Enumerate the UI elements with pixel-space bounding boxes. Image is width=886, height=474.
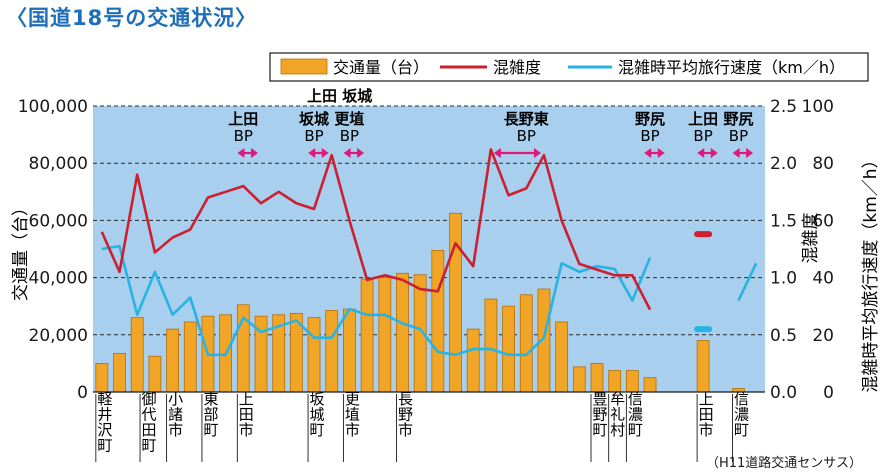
category-label: 小諸市 <box>168 390 183 439</box>
right-tick-label: 40 <box>812 269 834 289</box>
traffic-bar <box>590 362 604 393</box>
traffic-bar <box>519 294 533 393</box>
left-axis-title: 交通量（台） <box>11 199 31 301</box>
category-label: 上田市 <box>699 390 714 439</box>
legend-label-speed: 混雑時平均旅行速度（km／h） <box>618 58 845 77</box>
traffic-bar <box>343 308 356 393</box>
bp-label: 更埴 <box>334 110 364 128</box>
traffic-bar <box>95 362 109 393</box>
category-label: 更埴市 <box>345 390 360 439</box>
left-tick-label: 60,000 <box>29 211 88 231</box>
top-note: 上田 坂城 <box>307 87 372 105</box>
mid-tick-label: 1.0 <box>770 269 797 289</box>
traffic-bar <box>360 278 374 393</box>
left-tick-label: 20,000 <box>29 326 88 346</box>
bp-arrow-head <box>321 148 329 158</box>
bp-arrow-head <box>357 148 365 158</box>
bp-arrow-head <box>644 148 652 158</box>
bp-arrow-head <box>493 148 501 158</box>
mid-tick-label: 2.0 <box>770 154 797 174</box>
bp-label: 野尻 <box>723 110 753 128</box>
bp-arrow-head <box>746 148 754 158</box>
page-title: 〈国道18号の交通状況〉 <box>6 6 258 30</box>
bp-arrow-head <box>533 148 541 158</box>
bp-label-sub: BP <box>517 127 536 145</box>
category-label: 御代田町 <box>142 390 157 455</box>
bp-label: 坂城 <box>299 110 329 128</box>
left-tick-label: 40,000 <box>29 269 88 289</box>
bp-label-sub: BP <box>640 127 659 145</box>
category-label: 上田市 <box>239 390 254 439</box>
category-label: 牟礼村 <box>610 390 625 439</box>
bp-label: 上田 <box>688 110 718 128</box>
bp-label-sub: BP <box>340 127 359 145</box>
category-label: 長野市 <box>398 390 413 439</box>
traffic-bar <box>643 377 657 393</box>
bp-arrow-head <box>308 148 316 158</box>
left-tick-label: 100,000 <box>18 97 88 117</box>
mid-tick-label: 1.5 <box>770 211 797 231</box>
traffic-bar <box>555 321 569 393</box>
left-tick-label: 80,000 <box>29 154 88 174</box>
bp-arrow-head <box>710 148 718 158</box>
mid-tick-label: 0.0 <box>770 383 797 403</box>
bp-label-sub: BP <box>304 127 323 145</box>
speed-line <box>737 262 758 302</box>
bp-label: 野尻 <box>635 110 665 128</box>
right-tick-label: 0 <box>823 383 834 403</box>
category-label: 東部町 <box>203 390 218 439</box>
mid-tick-label: 2.5 <box>770 97 797 117</box>
bp-arrow-head <box>657 148 665 158</box>
traffic-bar <box>183 321 197 393</box>
category-label: 坂城町 <box>310 390 325 439</box>
bp-label-sub: BP <box>729 127 748 145</box>
traffic-bar <box>449 212 462 393</box>
mid-axis-title: 混雑度 <box>801 213 821 264</box>
traffic-bar <box>378 277 392 393</box>
left-tick-label: 0 <box>77 383 88 403</box>
traffic-bar <box>148 355 162 393</box>
bp-arrow-head <box>237 148 245 158</box>
traffic-bar <box>608 370 622 393</box>
traffic-bar <box>502 305 515 393</box>
bp-arrow-head <box>251 148 258 158</box>
legend-label-congestion: 混雑度 <box>493 58 541 77</box>
traffic-bar <box>466 328 480 393</box>
category-label: 信濃町 <box>734 390 749 439</box>
category-label: 豊野町 <box>592 390 607 439</box>
right-tick-label: 20 <box>812 326 834 346</box>
right-axis-title: 混雑時平均旅行速度（km／h） <box>861 151 881 392</box>
legend-label-traffic: 交通量（台） <box>333 58 429 77</box>
right-tick-label: 100 <box>802 97 834 117</box>
traffic-bar <box>130 317 144 393</box>
right-tick-label: 60 <box>812 211 834 231</box>
mid-tick-label: 0.5 <box>770 326 797 346</box>
bp-label: 長野東 <box>504 110 549 128</box>
source-note: （H11道路交通センサス） <box>705 456 862 471</box>
traffic-bar <box>113 352 126 393</box>
traffic-bar <box>431 250 445 393</box>
traffic-bar <box>696 340 710 393</box>
speed-line <box>101 244 652 357</box>
traffic-bar <box>572 366 586 393</box>
right-tick-label: 80 <box>812 154 834 174</box>
traffic-bar <box>396 272 409 393</box>
traffic-bar <box>166 328 179 393</box>
traffic-bar <box>625 370 639 393</box>
category-label: 信濃町 <box>628 390 643 439</box>
bp-label-sub: BP <box>693 127 712 145</box>
bp-arrow-head <box>697 148 705 158</box>
bp-label-sub: BP <box>234 127 253 145</box>
bp-label: 上田 <box>228 110 258 128</box>
category-label: 軽井沢町 <box>97 390 112 455</box>
bp-arrow-head <box>732 148 740 158</box>
congestion-line <box>100 148 652 311</box>
traffic-bar <box>325 310 339 393</box>
traffic-bar <box>484 298 498 393</box>
bp-arrow-head <box>343 148 351 158</box>
traffic-bar <box>307 317 321 393</box>
legend-swatch-bar <box>280 58 328 75</box>
